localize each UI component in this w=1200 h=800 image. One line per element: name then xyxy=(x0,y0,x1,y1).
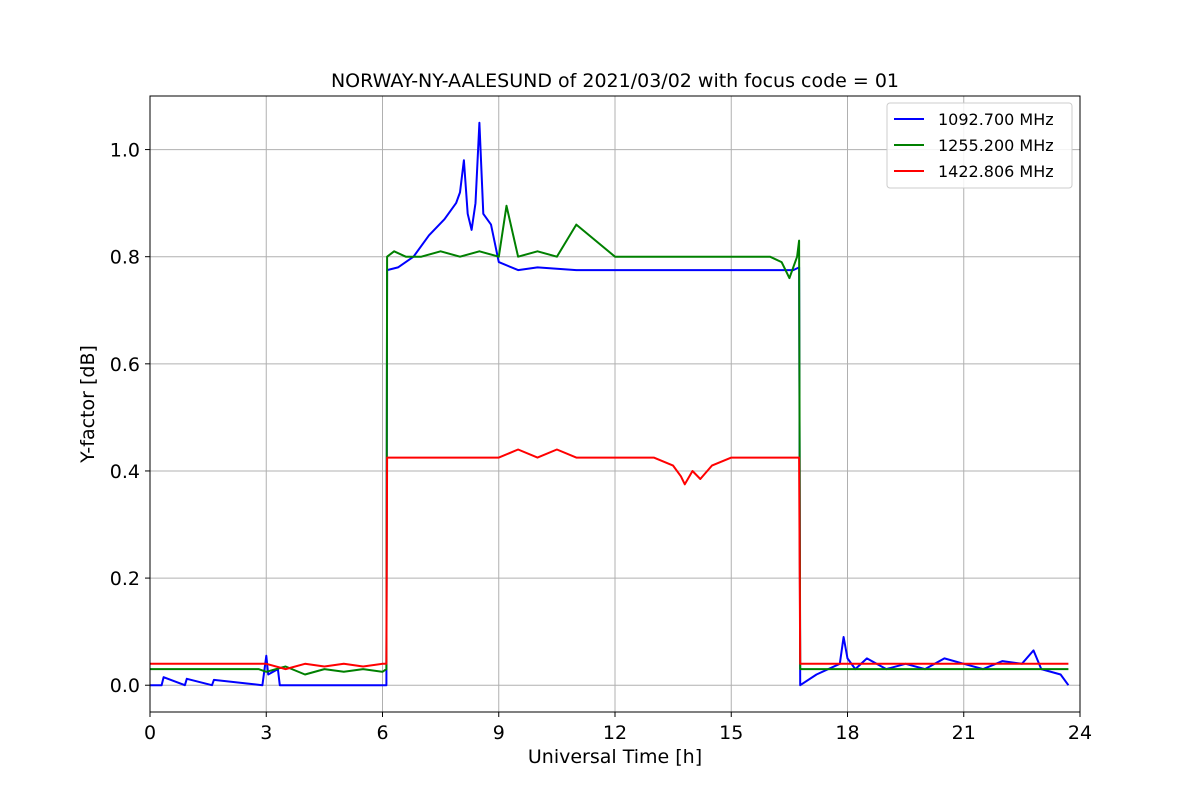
legend-box xyxy=(886,102,1073,189)
legend-label-3: 1422.806 MHz xyxy=(938,162,1054,181)
x-tick-label: 21 xyxy=(952,722,976,744)
y-tick-label: 0.4 xyxy=(110,461,140,483)
y-tick-label: 0.6 xyxy=(110,354,140,376)
legend-label-2: 1255.200 MHz xyxy=(938,136,1054,155)
x-axis-label: Universal Time [h] xyxy=(528,746,702,768)
legend-label-1: 1092.700 MHz xyxy=(938,110,1054,129)
x-tick-label: 6 xyxy=(376,722,388,744)
x-tick-label: 18 xyxy=(835,722,859,744)
chart-title: NORWAY-NY-AALESUND of 2021/03/02 with fo… xyxy=(331,70,899,92)
y-tick-label: 1.0 xyxy=(110,140,140,162)
y-tick-label: 0.8 xyxy=(110,247,140,269)
x-tick-label: 15 xyxy=(719,722,743,744)
y-tick-label: 0.0 xyxy=(110,675,140,697)
legend: 1092.700 MHz 1255.200 MHz 1422.806 MHz xyxy=(886,102,1073,189)
x-tick-label: 9 xyxy=(493,722,505,744)
series-line-1 xyxy=(150,121,1070,687)
axis-ticks: 0 3 6 9 12 15 18 21 24 0.0 0.2 0.4 0.6 0.8 1.0 xyxy=(110,140,1092,744)
plot-series xyxy=(150,121,1070,687)
x-tick-label: 12 xyxy=(603,722,627,744)
y-axis-label: Y-factor [dB] xyxy=(77,345,99,464)
x-tick-label: 24 xyxy=(1068,722,1092,744)
series-line-3 xyxy=(150,448,1069,671)
x-tick-label: 0 xyxy=(144,722,156,744)
y-tick-label: 0.2 xyxy=(110,568,140,590)
x-tick-label: 3 xyxy=(260,722,272,744)
